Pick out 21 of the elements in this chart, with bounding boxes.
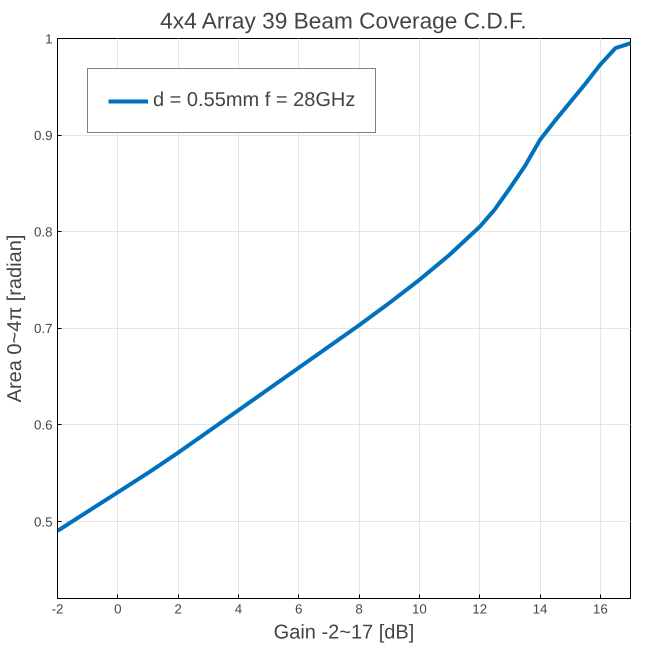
y-axis-title: Area 0~4π [radian] <box>4 234 26 402</box>
y-tick-label: 0.8 <box>34 224 53 240</box>
x-tick-label: 2 <box>174 602 182 616</box>
y-tick-label: 0.6 <box>34 418 53 433</box>
x-tick-label: 8 <box>355 602 363 616</box>
x-tick-label: 6 <box>295 602 302 616</box>
line-series <box>58 41 630 533</box>
x-tick-label: 4 <box>234 602 243 616</box>
y-tick-label: 1 <box>45 32 53 46</box>
y-tick-label: 0.5 <box>34 514 53 530</box>
x-tick-label: 10 <box>412 602 427 616</box>
chart-title: 4x4 Array 39 Beam Coverage C.D.F. <box>160 8 527 34</box>
x-tick-label: 14 <box>532 602 548 616</box>
legend-label: d = 0.55mm f = 28GHz <box>153 89 356 112</box>
y-tick-label: 0.7 <box>34 321 53 336</box>
y-tick-label: 0.9 <box>34 128 53 144</box>
x-tick-label: 12 <box>472 602 488 616</box>
x-tick-label: 16 <box>592 602 608 616</box>
x-tick-label: -2 <box>52 602 64 616</box>
x-tick-label: 0 <box>114 602 122 616</box>
x-axis-title: Gain -2~17 [dB] <box>274 622 414 644</box>
